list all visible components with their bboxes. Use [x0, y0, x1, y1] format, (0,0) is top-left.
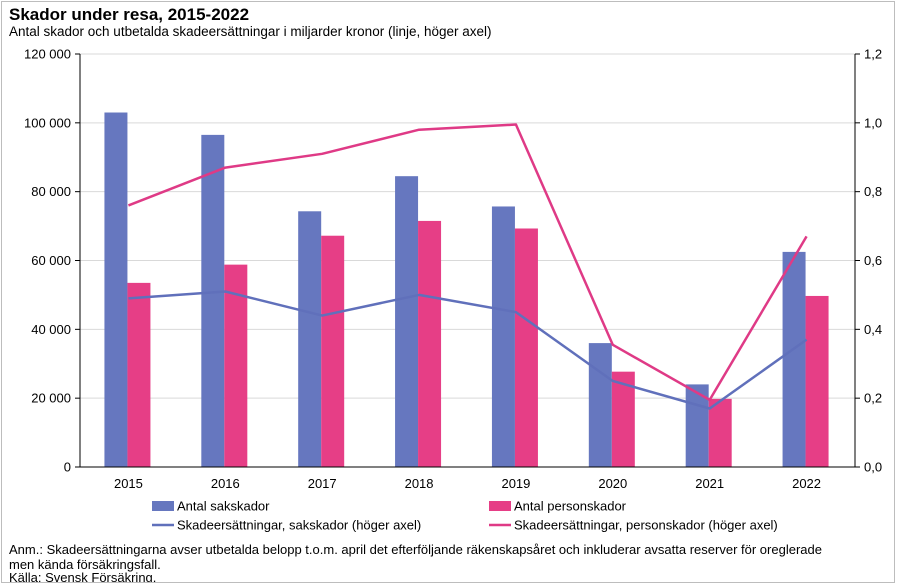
- left-tick-label: 0: [64, 460, 71, 475]
- x-tick-label: 2017: [308, 476, 337, 491]
- bar-antal-sakskador: [491, 206, 515, 468]
- legend-antal-personskador-label: Antal personskador: [514, 499, 627, 514]
- bar-antal-personskador: [127, 282, 151, 467]
- axes: 0 20 000 40 000 60 000 80 000 100 000 120 000 0…: [24, 47, 882, 492]
- x-tick-label: 2015: [114, 476, 143, 491]
- bar-antal-sakskador: [298, 211, 322, 467]
- line-skadeersattningar-personskador: [127, 123, 808, 402]
- bar-antal-sakskador: [685, 384, 709, 467]
- right-tick-label: 0,2: [864, 391, 882, 406]
- x-tick-label: 2018: [405, 476, 434, 491]
- series-lines: [127, 123, 808, 410]
- legend-antal-personskador-swatch: [489, 501, 511, 511]
- bar-antal-sakskador: [395, 176, 419, 467]
- x-tick-label: 2019: [501, 476, 530, 491]
- right-tick-label: 0,6: [864, 253, 882, 268]
- left-tick-label: 100 000: [24, 115, 71, 130]
- legend-skadeersattningar-sakskador-label: Skadeersättningar, sakskador (höger axel…: [177, 518, 421, 533]
- bar-antal-personskador: [418, 220, 442, 467]
- footnote: Anm.: Skadeersättningarna avser utbetald…: [9, 542, 822, 572]
- bar-antal-personskador: [514, 228, 538, 467]
- x-tick-label: 2021: [695, 476, 724, 491]
- left-tick-label: 20 000: [31, 391, 71, 406]
- chart-subtitle: Antal skador och utbetalda skadeersättni…: [9, 24, 492, 39]
- left-tick-label: 60 000: [31, 253, 71, 268]
- chart-svg: 0 20 000 40 000 60 000 80 000 100 000 120 000 0…: [24, 47, 882, 533]
- bar-antal-personskador: [805, 295, 829, 467]
- bar-antal-sakskador: [588, 343, 612, 467]
- left-tick-label: 40 000: [31, 322, 71, 337]
- bar-antal-sakskador: [201, 134, 225, 468]
- right-tick-label: 1,0: [864, 115, 882, 130]
- gridlines: [80, 53, 855, 399]
- bar-antal-personskador: [224, 264, 248, 467]
- bars: [104, 112, 829, 468]
- legend-antal-sakskador-swatch: [152, 501, 174, 511]
- x-tick-label: 2016: [211, 476, 240, 491]
- left-tick-label: 120 000: [24, 47, 71, 62]
- legend: Antal sakskador Antal personskador Skadeer…: [152, 499, 778, 533]
- bar-antal-sakskador: [782, 251, 806, 467]
- legend-skadeersattningar-personskador-label: Skadeersättningar, personskador (höger a…: [514, 518, 778, 533]
- bar-antal-sakskador: [104, 112, 128, 467]
- x-tick-label: 2020: [598, 476, 627, 491]
- right-tick-label: 0,4: [864, 322, 882, 337]
- source-note: Källa: Svensk Försäkring.: [9, 570, 157, 583]
- right-tick-label: 0,8: [864, 184, 882, 199]
- line-skadeersattningar-sakskador: [128, 290, 808, 410]
- bar-antal-personskador: [321, 235, 345, 467]
- bar-antal-personskador: [611, 371, 635, 467]
- right-tick-label: 0,0: [864, 460, 882, 475]
- legend-antal-sakskador-label: Antal sakskador: [177, 499, 270, 514]
- bar-antal-personskador: [708, 398, 732, 467]
- chart-title: Skador under resa, 2015-2022: [9, 5, 250, 24]
- left-tick-label: 80 000: [31, 184, 71, 199]
- right-tick-label: 1,2: [864, 47, 882, 62]
- x-tick-label: 2022: [792, 476, 821, 491]
